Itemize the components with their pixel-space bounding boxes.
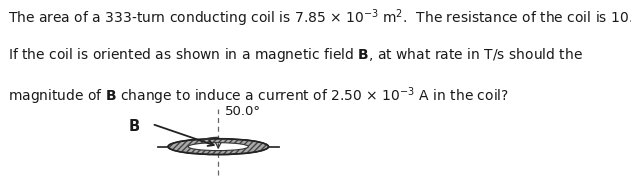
Text: The area of a 333-turn conducting coil is 7.85 $\times$ 10$^{-3}$ m$^{2}$.  The : The area of a 333-turn conducting coil i… — [8, 7, 631, 29]
Ellipse shape — [188, 143, 249, 151]
Text: If the coil is oriented as shown in a magnetic field $\mathbf{B}$, at what rate : If the coil is oriented as shown in a ma… — [8, 46, 583, 64]
Text: $\mathbf{B}$: $\mathbf{B}$ — [128, 118, 141, 134]
Text: 50.0°: 50.0° — [225, 105, 261, 118]
Ellipse shape — [168, 139, 269, 155]
Text: magnitude of $\mathbf{B}$ change to induce a current of 2.50 $\times$ 10$^{-3}$ : magnitude of $\mathbf{B}$ change to indu… — [8, 85, 509, 107]
